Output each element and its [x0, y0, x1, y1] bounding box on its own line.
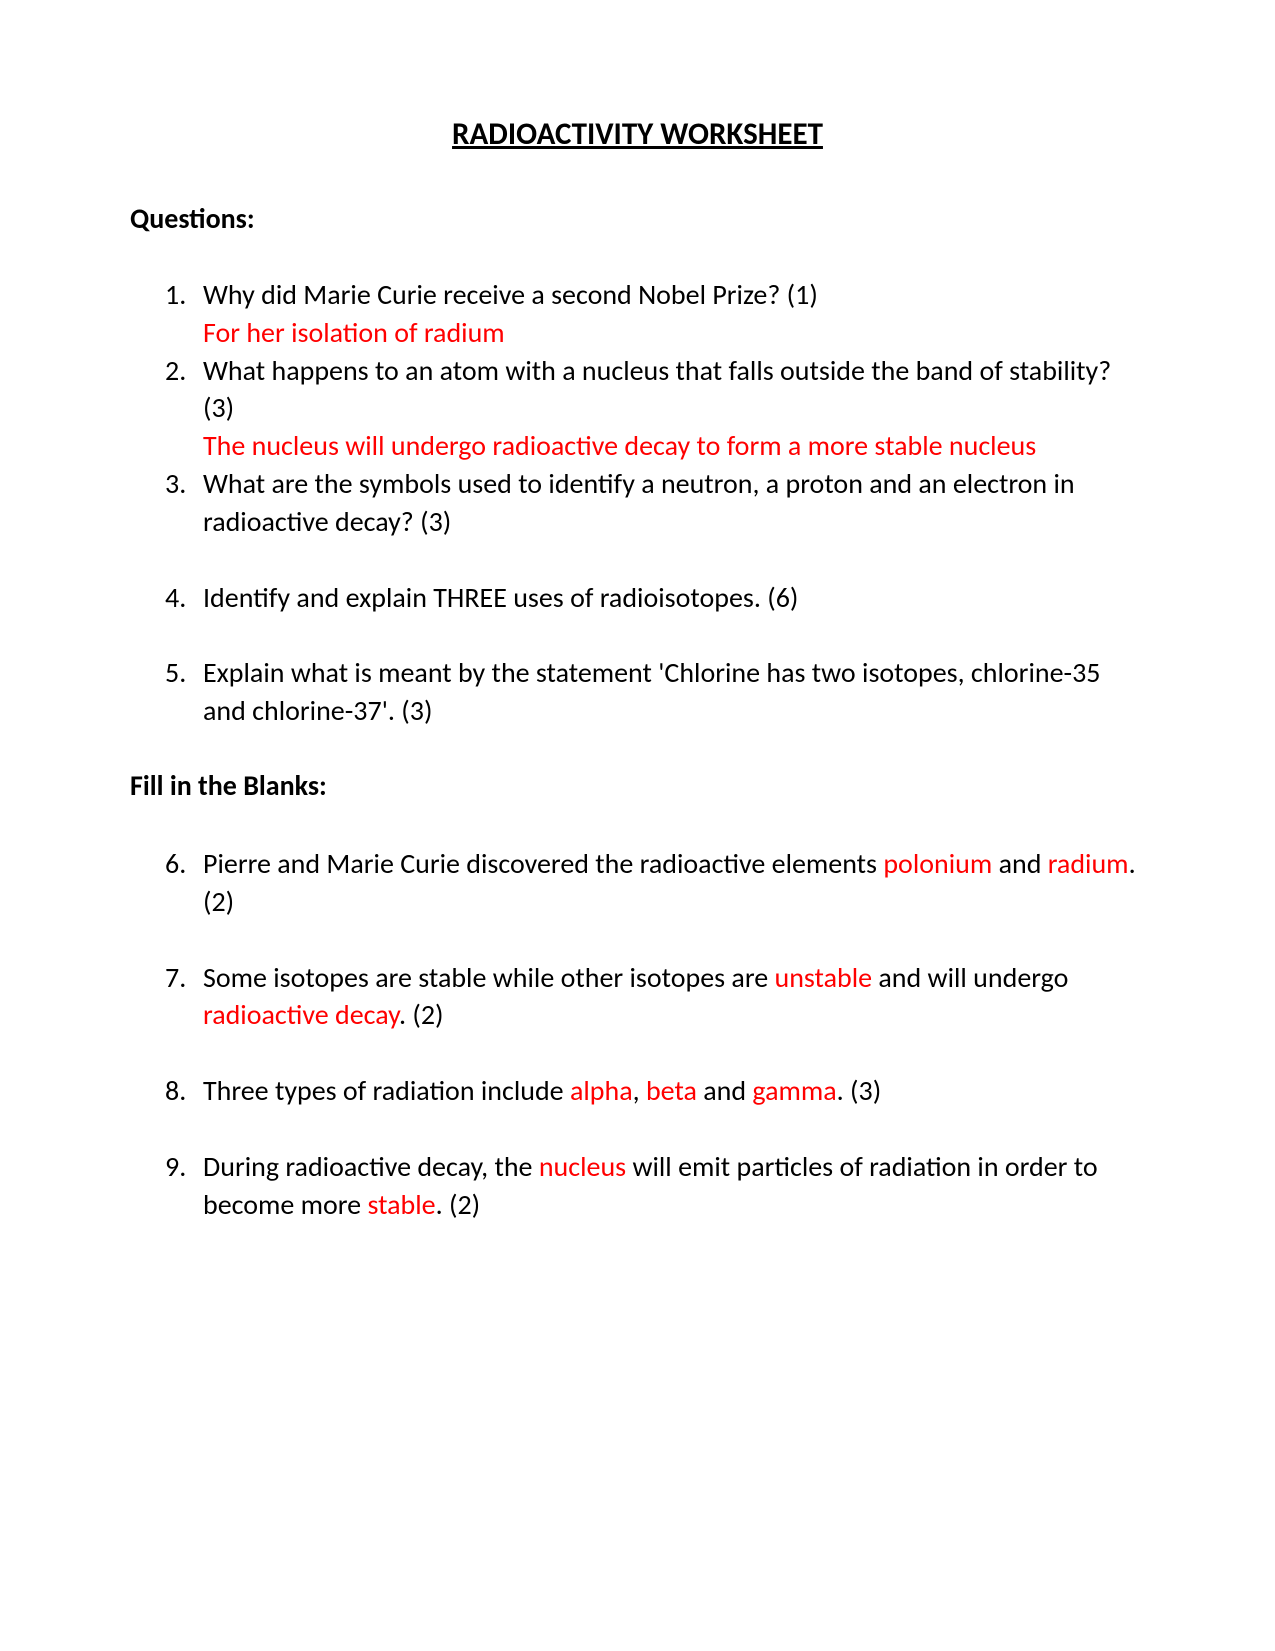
q8-answer2: beta	[646, 1073, 697, 1108]
question-2-text: What happens to an atom with a nucleus t…	[203, 352, 1145, 428]
q6-answer2: radium	[1048, 846, 1129, 881]
question-4: Identify and explain THREE uses of radio…	[203, 579, 1145, 617]
question-3-text: What are the symbols used to identify a …	[203, 465, 1145, 541]
question-2-answer: The nucleus will undergo radioactive dec…	[203, 427, 1145, 465]
question-6: Pierre and Marie Curie discovered the ra…	[203, 845, 1145, 921]
question-1-answer: For her isolation of radium	[203, 314, 1145, 352]
q9-answer2: stable	[367, 1187, 435, 1222]
q6-answer1: polonium	[883, 846, 992, 881]
question-7: Some isotopes are stable while other iso…	[203, 959, 1145, 1035]
fill-blanks-heading: Fill in the Blanks:	[130, 768, 1145, 803]
questions-heading: Questions:	[130, 201, 1145, 236]
question-9: During radioactive decay, the nucleus wi…	[203, 1148, 1145, 1224]
q7-part1: Some isotopes are stable while other iso…	[203, 960, 774, 995]
worksheet-title: RADIOACTIVITY WORKSHEET	[130, 115, 1145, 153]
q8-answer1: alpha	[570, 1073, 633, 1108]
question-1: Why did Marie Curie receive a second Nob…	[203, 276, 1145, 352]
q7-answer1: unstable	[774, 960, 872, 995]
q8-part3: and	[697, 1073, 753, 1108]
q7-part2: and will undergo	[872, 960, 1068, 995]
q8-part4: . (3)	[837, 1073, 882, 1108]
q9-part3: . (2)	[436, 1187, 481, 1222]
q8-part1: Three types of radiation include	[203, 1073, 570, 1108]
q6-part2: and	[992, 846, 1048, 881]
fill-blanks-list: Pierre and Marie Curie discovered the ra…	[130, 845, 1145, 1224]
questions-list: Why did Marie Curie receive a second Nob…	[130, 276, 1145, 730]
q8-part2: ,	[633, 1073, 646, 1108]
question-5-text: Explain what is meant by the statement '…	[203, 654, 1145, 730]
question-1-text: Why did Marie Curie receive a second Nob…	[203, 276, 1145, 314]
q8-answer3: gamma	[752, 1073, 836, 1108]
q6-part1: Pierre and Marie Curie discovered the ra…	[203, 846, 883, 881]
question-4-text: Identify and explain THREE uses of radio…	[203, 579, 1145, 617]
question-5: Explain what is meant by the statement '…	[203, 654, 1145, 730]
question-3: What are the symbols used to identify a …	[203, 465, 1145, 541]
question-2: What happens to an atom with a nucleus t…	[203, 352, 1145, 465]
q7-answer2: radioactive decay	[203, 997, 399, 1032]
question-8: Three types of radiation include alpha, …	[203, 1072, 1145, 1110]
q9-answer1: nucleus	[539, 1149, 626, 1184]
q7-part3: . (2)	[399, 997, 444, 1032]
q9-part1: During radioactive decay, the	[203, 1149, 539, 1184]
